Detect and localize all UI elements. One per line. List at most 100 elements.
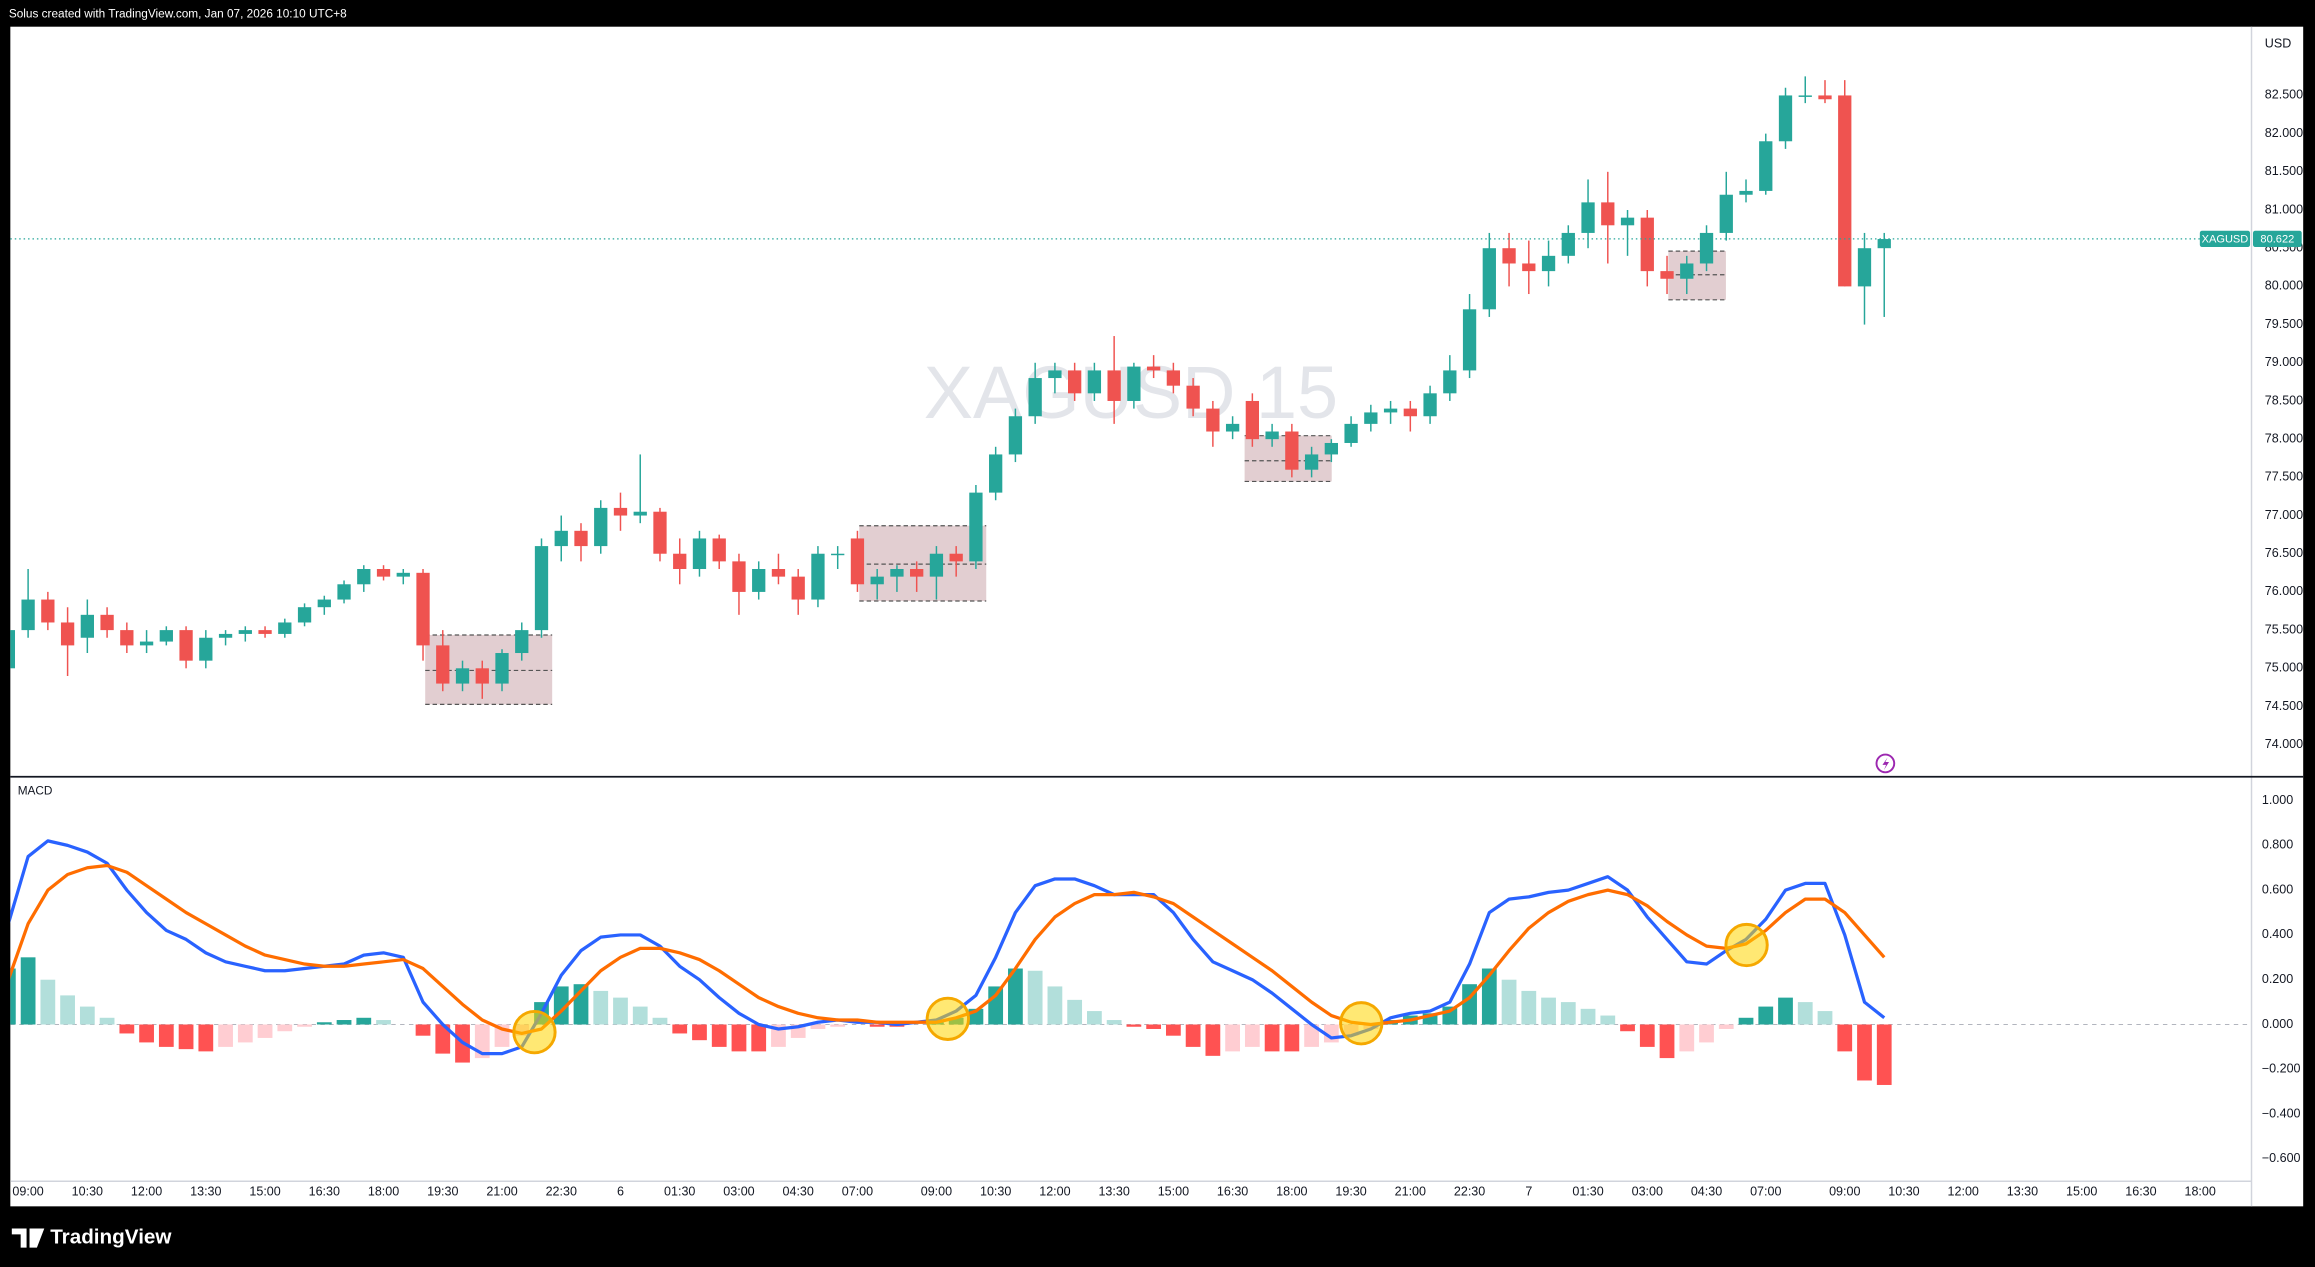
histogram-bar xyxy=(1284,1024,1300,1052)
y-tick-label: 74.500 xyxy=(2265,699,2303,713)
histogram-bar xyxy=(60,995,75,1025)
histogram-bar xyxy=(613,997,628,1025)
highlight-circle xyxy=(512,1009,557,1055)
candle-body xyxy=(850,538,865,585)
candle-body xyxy=(337,584,351,600)
x-tick-label: 22:30 xyxy=(546,1185,577,1199)
y-tick-label: 79.500 xyxy=(2265,317,2303,331)
symbol-label: XAGUSD xyxy=(2202,234,2249,246)
histogram-bar xyxy=(988,986,1004,1025)
histogram-bar xyxy=(1659,1024,1675,1059)
candle-body xyxy=(1620,217,1635,226)
histogram-bar xyxy=(1185,1024,1201,1047)
candle-body xyxy=(10,630,16,669)
x-tick-label: 16:30 xyxy=(309,1185,340,1199)
highlight-circle xyxy=(925,996,970,1041)
caption: Solus created with TradingView.com, Jan … xyxy=(9,6,347,20)
candle-body xyxy=(1225,423,1240,432)
candle-body xyxy=(1778,95,1793,142)
histogram-bar xyxy=(869,1024,885,1027)
candle-body xyxy=(1522,263,1536,272)
candle-body xyxy=(890,569,904,577)
candle-body xyxy=(238,630,252,634)
x-tick-label: 13:30 xyxy=(2007,1185,2038,1199)
alert-icon-ring[interactable] xyxy=(1875,753,1896,774)
highlight-circle xyxy=(1339,1001,1384,1046)
histogram-bar xyxy=(1876,1024,1892,1085)
x-tick-label: 07:00 xyxy=(842,1185,873,1199)
candle-body xyxy=(455,668,470,684)
histogram-bar xyxy=(1857,1024,1872,1081)
histogram-bar xyxy=(1047,986,1063,1025)
x-tick-label: 15:00 xyxy=(1158,1185,1189,1199)
x-tick-label: 16:30 xyxy=(2125,1185,2156,1199)
y-tick-label: 80.000 xyxy=(2265,279,2303,293)
candle-body xyxy=(297,607,312,623)
histogram-bar xyxy=(692,1024,707,1041)
candle-body xyxy=(1285,431,1299,470)
histogram-bar xyxy=(1521,990,1537,1025)
logo-mark[interactable] xyxy=(11,1228,45,1248)
histogram-bar xyxy=(1225,1024,1240,1052)
candle-body xyxy=(613,507,628,516)
logo-text[interactable]: TradingView xyxy=(50,1226,172,1249)
candle-body xyxy=(475,668,489,684)
histogram-bar xyxy=(1304,1024,1319,1047)
candle-body xyxy=(139,641,154,646)
x-tick-label: 09:00 xyxy=(1829,1185,1860,1199)
y-tick-label: 0.600 xyxy=(2262,882,2293,896)
candle-body xyxy=(376,569,391,577)
histogram-bar xyxy=(1087,1011,1102,1025)
x-tick-label: 13:30 xyxy=(190,1185,221,1199)
candle-body xyxy=(1601,202,1615,226)
y-tick-label: −0.600 xyxy=(2262,1151,2301,1165)
histogram-bar xyxy=(830,1024,846,1027)
x-tick-label: 18:00 xyxy=(368,1185,399,1199)
candle-body xyxy=(574,530,588,547)
x-tick-label: 01:30 xyxy=(1572,1185,1603,1199)
candle-body xyxy=(673,553,687,570)
candle-body xyxy=(1581,202,1595,233)
candle-body xyxy=(791,576,805,600)
histogram-bar xyxy=(1205,1024,1221,1056)
price-pane xyxy=(10,76,2252,699)
candle-body xyxy=(1166,370,1181,386)
histogram-bar xyxy=(1837,1024,1853,1052)
candle-body xyxy=(534,546,549,631)
candle-body xyxy=(811,553,825,600)
histogram-bar xyxy=(376,1020,391,1025)
histogram-bar xyxy=(1738,1017,1754,1025)
histogram-bar xyxy=(1067,999,1083,1025)
candle-body xyxy=(594,507,608,547)
candle-body xyxy=(1364,412,1378,424)
x-tick-label: 12:00 xyxy=(1039,1185,1070,1199)
histogram-bar xyxy=(237,1024,253,1043)
candle-body xyxy=(1008,416,1023,455)
footer-logo[interactable]: TradingView xyxy=(11,1226,173,1249)
candle-body xyxy=(317,599,331,608)
histogram-bar xyxy=(415,1024,431,1036)
y-tick-label: 82.500 xyxy=(2265,88,2303,102)
y-tick-label: 78.000 xyxy=(2265,431,2303,445)
x-tick-label: 04:30 xyxy=(783,1185,814,1199)
axes: 74.000 74.500 75.000 75.500 76.000 76.500 77.0… xyxy=(12,88,2303,1199)
candle-body xyxy=(199,637,213,661)
histogram-bar xyxy=(1165,1024,1181,1036)
histogram-bar xyxy=(158,1024,174,1047)
alert-icon[interactable] xyxy=(1875,753,1896,774)
x-tick-label: 19:30 xyxy=(427,1185,458,1199)
x-tick-label: 04:30 xyxy=(1691,1185,1722,1199)
histogram-bar xyxy=(1758,1006,1774,1025)
histogram-bar xyxy=(316,1022,332,1025)
highlight-circle xyxy=(1724,922,1769,968)
histogram-bar xyxy=(672,1024,688,1034)
histogram-bar xyxy=(277,1024,293,1032)
candle-body xyxy=(1640,217,1654,272)
candle-body xyxy=(1502,248,1516,264)
candle-body xyxy=(1048,370,1062,379)
y-tick-label: −0.200 xyxy=(2262,1062,2301,1076)
alert-icon-bolt[interactable] xyxy=(1882,757,1890,771)
x-tick-label: 09:00 xyxy=(12,1185,43,1199)
y-tick-label: 1.000 xyxy=(2262,793,2293,807)
histogram-bar xyxy=(593,990,609,1025)
